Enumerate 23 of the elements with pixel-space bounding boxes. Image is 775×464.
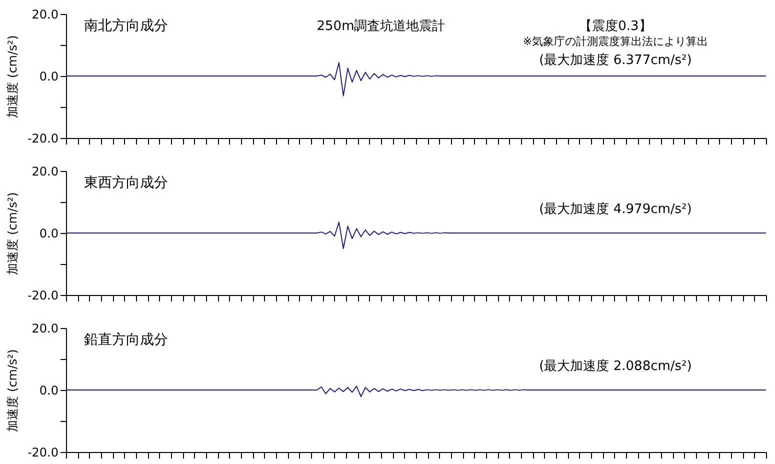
annotation: 250m調査坑道地震計 — [316, 19, 446, 34]
chart-title: 南北方向成分 — [84, 18, 168, 34]
annotation: (最大加速度 4.979cm/s²) — [539, 201, 692, 217]
y-axis-title: 加速度 (cm/s²) — [5, 349, 20, 432]
y-tick-label: -20.0 — [27, 132, 58, 146]
y-tick-label: 0.0 — [39, 226, 58, 240]
annotation: (最大加速度 6.377cm/s²) — [539, 52, 692, 68]
y-tick-label: 20.0 — [32, 164, 58, 178]
y-axis-title: 加速度 (cm/s²) — [5, 35, 20, 118]
annotation: ※気象庁の計測震度算出法により算出 — [522, 35, 708, 48]
y-tick-label: 0.0 — [39, 70, 58, 84]
annotation: (最大加速度 2.088cm/s²) — [539, 358, 692, 374]
chart-title: 東西方向成分 — [84, 175, 168, 191]
y-tick-label: 20.0 — [32, 8, 58, 22]
chart-title: 鉛直方向成分 — [84, 332, 168, 348]
y-axis-title: 加速度 (cm/s²) — [5, 192, 20, 275]
line-series — [66, 386, 766, 398]
y-tick-label: 0.0 — [39, 384, 58, 398]
y-tick-label: -20.0 — [27, 446, 58, 460]
y-tick-label: 20.0 — [32, 322, 58, 336]
y-tick-label: -20.0 — [27, 288, 58, 302]
annotation: 【震度0.3】 — [579, 18, 652, 34]
line-series — [66, 222, 766, 249]
